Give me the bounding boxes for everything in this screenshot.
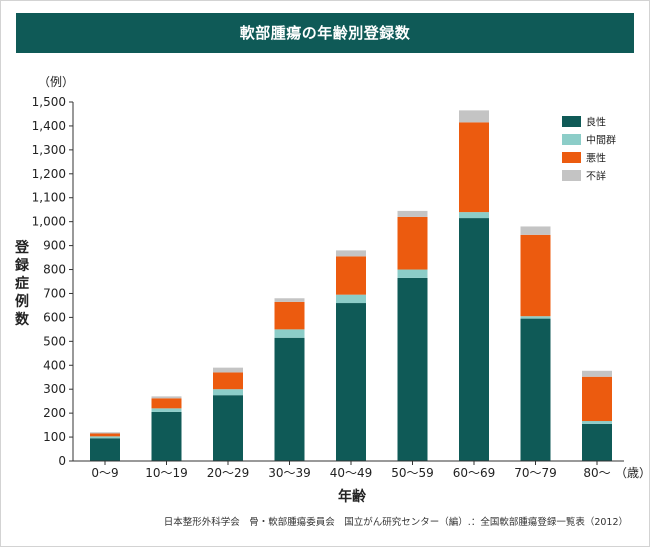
x-tick-label: 80～: [583, 466, 610, 480]
x-axis-title: 年齢: [338, 488, 367, 505]
x-tick-label: 10～19: [145, 466, 188, 480]
bar-segment: [151, 396, 182, 399]
y-tick-label: 1,200: [32, 167, 66, 181]
bar-segment: [582, 370, 612, 377]
y-axis-ticks: 0 100 200 300 400 500 600 700 800 900 1,000 1,100 1,…: [32, 95, 73, 468]
chart-title: 軟部腫瘍の年齢別登録数: [16, 13, 634, 53]
legend-label: 不詳: [586, 170, 606, 183]
bar-segment: [90, 438, 120, 461]
y-tick-label: 1,500: [32, 95, 66, 109]
y-tick-label: 1,100: [32, 191, 66, 205]
x-tick-label: 60～69: [453, 466, 496, 480]
bar-segment: [582, 423, 612, 461]
x-tick-label: 30～39: [268, 466, 311, 480]
legend-swatch: [562, 134, 581, 145]
bar-segment: [582, 376, 612, 422]
bar-segment: [274, 301, 305, 330]
x-axis-labels: 0～9 10～19 20～29 30～39 40～49 50～59 60～69 70～79 80…: [91, 461, 611, 480]
y-tick-label: 100: [43, 430, 66, 444]
bar-segment: [336, 294, 366, 304]
bar-segment: [274, 329, 305, 338]
y-tick-label: 300: [43, 382, 66, 396]
bar-segment: [213, 389, 243, 396]
legend-label: 良性: [586, 116, 606, 129]
y-tick-label: 400: [43, 358, 66, 372]
legend-swatch: [562, 152, 581, 163]
y-tick-label: 700: [43, 286, 66, 300]
y-tick-label: 200: [43, 406, 66, 420]
y-tick-label: 1,000: [32, 215, 66, 229]
bar-segment: [459, 212, 489, 219]
bar-segment: [397, 277, 428, 461]
x-tick-label: 20～29: [207, 466, 250, 480]
bar-segment: [274, 298, 305, 302]
bar-segment: [336, 303, 366, 461]
y-tick-label: 500: [43, 334, 66, 348]
y-tick-label: 800: [43, 263, 66, 277]
bar-segment: [397, 210, 428, 217]
x-axis-unit: （歳）: [615, 466, 650, 480]
bar-segment: [520, 234, 551, 317]
source-note: 日本整形外科学会 骨・軟部腫瘍委員会 国立がん研究センター（編）.：全国軟部腫瘍…: [163, 517, 628, 528]
y-axis-title-char: 録: [15, 257, 30, 274]
bars: [90, 110, 612, 461]
legend-label: 中間群: [586, 134, 616, 147]
bar-segment: [151, 411, 182, 461]
bar-segment: [459, 110, 489, 123]
bar-segment: [459, 122, 489, 213]
x-tick-label: 50～59: [391, 466, 434, 480]
bar-segment: [397, 216, 428, 270]
bar-segment: [213, 367, 243, 373]
bar-segment: [151, 408, 182, 412]
bar-segment: [582, 421, 612, 424]
bar-segment: [520, 226, 551, 235]
bar-segment: [336, 256, 366, 295]
y-axis-title-char: 登: [14, 239, 30, 256]
bar-segment: [90, 433, 120, 437]
legend-swatch: [562, 116, 581, 127]
bar-segment: [520, 318, 551, 461]
bar-segment: [213, 372, 243, 390]
y-tick-label: 900: [43, 239, 66, 253]
x-tick-label: 70～79: [514, 466, 557, 480]
y-axis-title-char: 症: [15, 275, 29, 292]
x-tick-label: 40～49: [330, 466, 373, 480]
bar-segment: [151, 398, 182, 409]
y-tick-label: 600: [43, 310, 66, 324]
bar-segment: [213, 395, 243, 461]
bar-segment: [90, 432, 120, 434]
y-tick-label: 1,400: [32, 119, 66, 133]
bar-segment: [90, 436, 120, 439]
bar-segment: [397, 269, 428, 278]
bar-segment: [520, 316, 551, 319]
y-tick-label: 1,300: [32, 143, 66, 157]
y-axis-unit: （例）: [38, 75, 74, 89]
legend-swatch: [562, 170, 581, 181]
x-tick-label: 0～9: [91, 466, 118, 480]
bar-segment: [336, 250, 366, 257]
y-tick-label: 0: [58, 454, 66, 468]
legend-label: 悪性: [586, 152, 606, 165]
bar-segment: [274, 337, 305, 461]
bar-segment: [459, 218, 489, 461]
y-axis-title-char: 例: [15, 293, 29, 310]
y-axis-title-char: 数: [15, 311, 30, 328]
